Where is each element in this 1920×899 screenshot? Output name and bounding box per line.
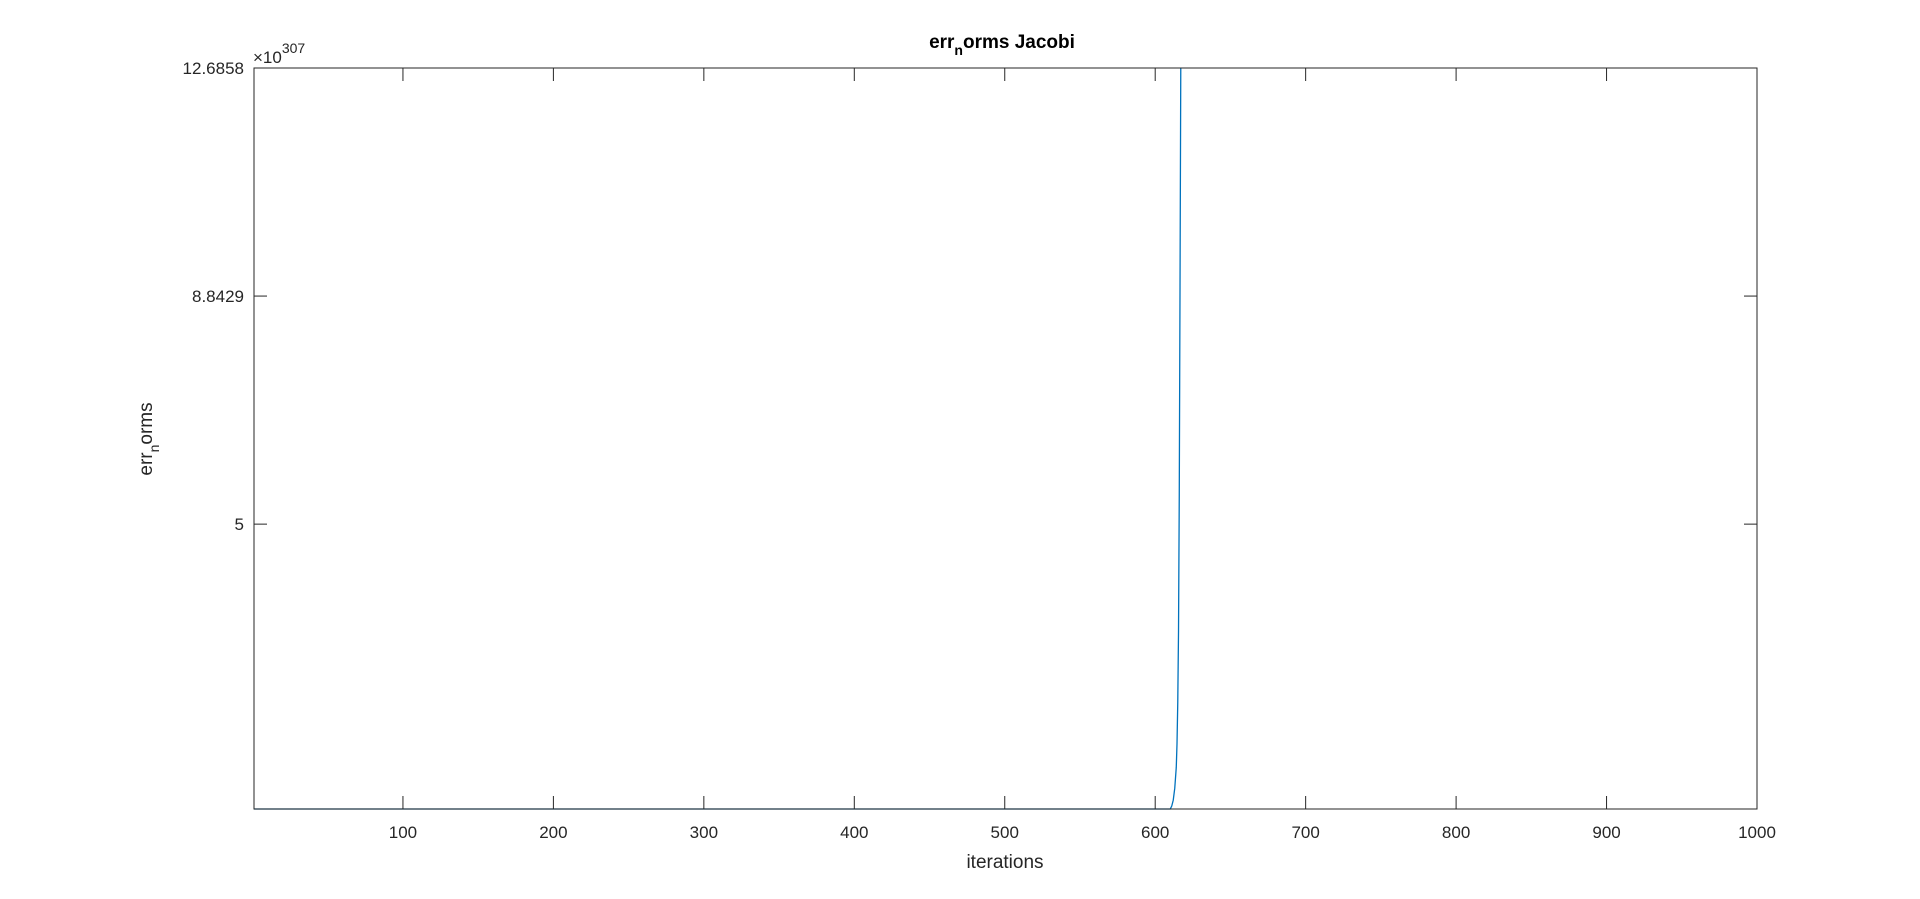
axes-box (253, 67, 1758, 810)
y-tick-label: 8.8429 (192, 287, 244, 306)
x-tick-label: 800 (1442, 823, 1470, 842)
x-tick-label: 500 (991, 823, 1019, 842)
y-axis-label: errnorms (136, 402, 162, 475)
axis-ticks: 100 200 300 400 500 600 700 800 900 1000 5 8.8429 12… (183, 59, 1776, 842)
x-tick-label: 700 (1291, 823, 1319, 842)
x-axis-label: iterations (966, 852, 1043, 873)
x-tick-label: 200 (539, 823, 567, 842)
x-tick-label: 1000 (1738, 823, 1776, 842)
y-tick-label: 12.6858 (183, 59, 244, 78)
y-exponent-label: ×10307 (253, 40, 305, 67)
x-tick-label: 400 (840, 823, 868, 842)
x-tick-label: 900 (1592, 823, 1620, 842)
x-tick-label: 100 (389, 823, 417, 842)
x-tick-label: 300 (690, 823, 718, 842)
x-tick-label: 600 (1141, 823, 1169, 842)
y-tick-label: 5 (235, 515, 244, 534)
chart-title: errnorms Jacobi (929, 32, 1075, 58)
